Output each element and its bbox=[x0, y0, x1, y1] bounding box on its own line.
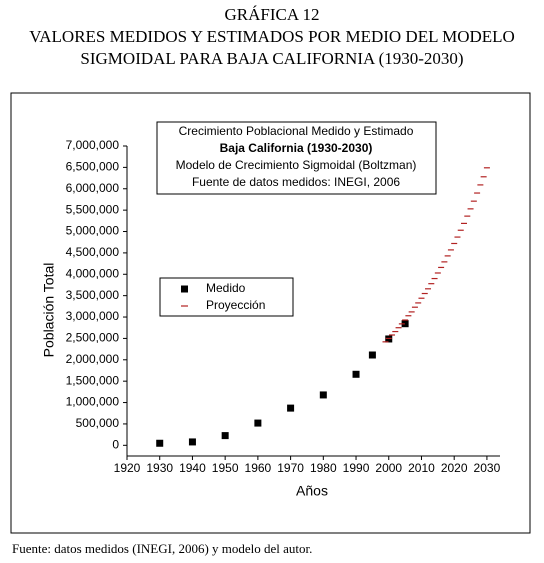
point bbox=[401, 320, 409, 328]
x-tick-label: 2000 bbox=[375, 461, 402, 475]
x-tick-label: 1950 bbox=[212, 461, 239, 475]
y-tick-label: 6,500,000 bbox=[66, 160, 120, 174]
point bbox=[319, 391, 327, 399]
x-axis-label: Años bbox=[296, 483, 328, 499]
legend bbox=[159, 277, 294, 317]
x-tick-label: 2020 bbox=[441, 461, 468, 475]
y-tick-label: 7,000,000 bbox=[66, 138, 120, 152]
legend-label: Proyección bbox=[206, 298, 265, 312]
y-tick-label: 1,000,000 bbox=[66, 395, 120, 409]
y-tick-label: 1,500,000 bbox=[66, 373, 120, 387]
legend-label: Medido bbox=[206, 281, 246, 295]
info-box bbox=[156, 121, 437, 195]
point bbox=[352, 370, 360, 378]
point bbox=[287, 404, 295, 412]
y-tick-label: 4,000,000 bbox=[66, 266, 120, 280]
x-tick-label: 1930 bbox=[146, 461, 173, 475]
x-tick-label: 1920 bbox=[114, 461, 141, 475]
point bbox=[221, 432, 229, 440]
info-line: Crecimiento Poblacional Medido y Estimad… bbox=[179, 124, 414, 138]
y-tick-label: 6,000,000 bbox=[66, 181, 120, 195]
x-tick-label: 1990 bbox=[343, 461, 370, 475]
footer: Fuente: datos medidos (INEGI, 2006) y mo… bbox=[12, 541, 312, 556]
y-tick-label: 500,000 bbox=[76, 416, 120, 430]
frame bbox=[10, 92, 531, 534]
info-line: Modelo de Crecimiento Sigmoidal (Boltzma… bbox=[176, 158, 417, 172]
title-line: SIGMOIDAL PARA BAJA CALIFORNIA (1930-203… bbox=[80, 49, 463, 68]
x-tick-label: 1970 bbox=[277, 461, 304, 475]
y-tick-label: 2,500,000 bbox=[66, 331, 120, 345]
point bbox=[254, 419, 262, 427]
point bbox=[188, 438, 196, 446]
info-line: Fuente de datos medidos: INEGI, 2006 bbox=[192, 175, 400, 189]
title-line: VALORES MEDIDOS Y ESTIMADOS POR MEDIO DE… bbox=[29, 27, 515, 46]
legend-swatch bbox=[181, 285, 188, 293]
y-tick-label: 3,500,000 bbox=[66, 288, 120, 302]
y-axis-label: Población Total bbox=[41, 263, 57, 358]
x-tick-label: 1960 bbox=[245, 461, 272, 475]
point bbox=[368, 351, 376, 359]
title-line: GRÁFICA 12 bbox=[225, 5, 320, 24]
y-tick-label: 0 bbox=[112, 437, 119, 451]
x-tick-label: 1980 bbox=[310, 461, 337, 475]
y-tick-label: 3,000,000 bbox=[66, 309, 120, 323]
x-tick-label: 2010 bbox=[408, 461, 435, 475]
y-tick-label: 5,000,000 bbox=[66, 224, 120, 238]
point bbox=[156, 439, 164, 447]
info-line: Baja California (1930-2030) bbox=[220, 141, 373, 155]
x-tick-label: 2030 bbox=[474, 461, 501, 475]
y-tick-label: 4,500,000 bbox=[66, 245, 120, 259]
y-tick-label: 2,000,000 bbox=[66, 352, 120, 366]
x-tick-label: 1940 bbox=[179, 461, 206, 475]
y-tick-label: 5,500,000 bbox=[66, 202, 120, 216]
